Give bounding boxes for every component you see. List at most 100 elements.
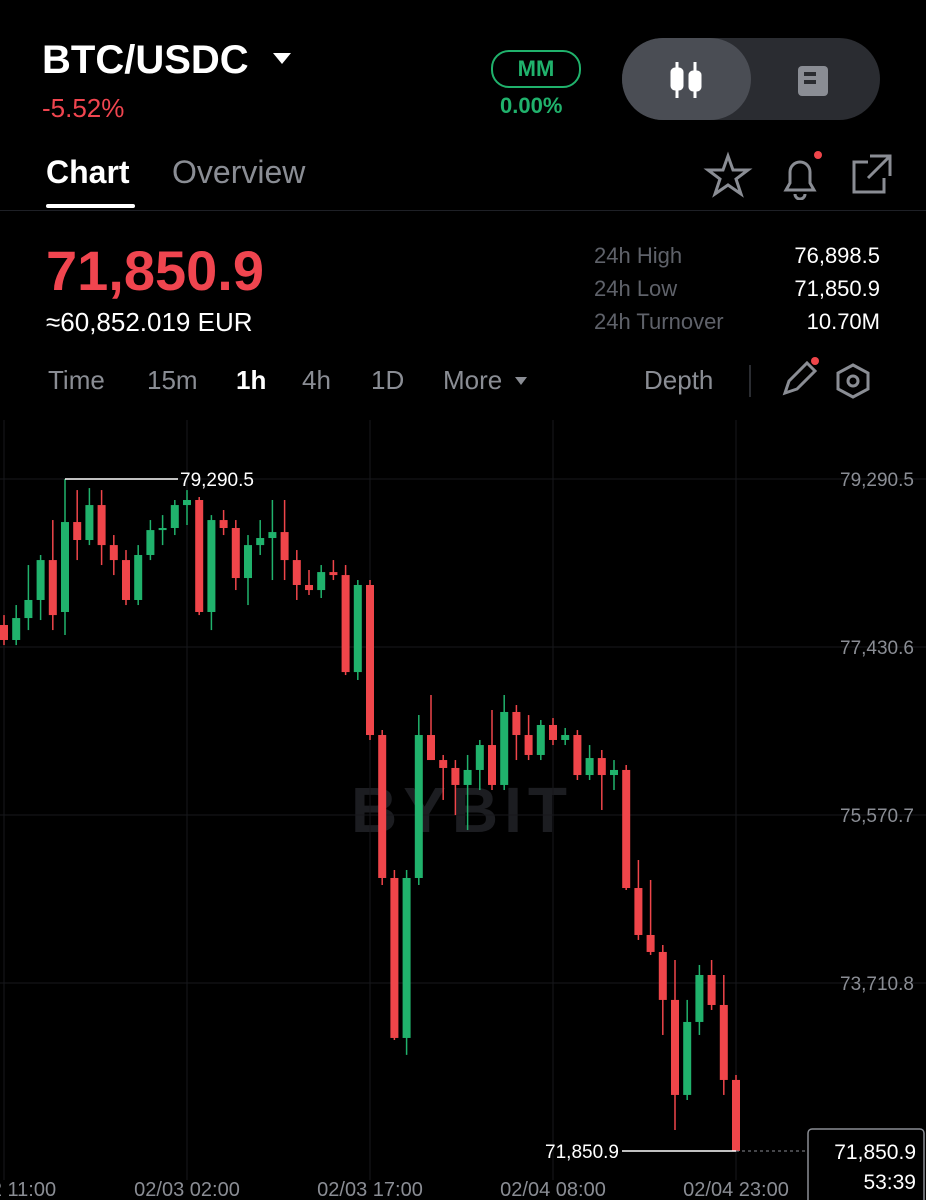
converted-price: ≈60,852.019 EUR (46, 307, 253, 337)
candle-body (109, 545, 118, 561)
candle-body (280, 532, 289, 561)
candle-body (48, 560, 57, 616)
candle-body (122, 560, 130, 600)
candle-body (573, 735, 582, 776)
candle-body (610, 769, 618, 776)
interval[interactable]: 1h (236, 365, 267, 395)
candle-body (378, 735, 387, 878)
candle-body (646, 934, 655, 952)
candle-body (634, 888, 643, 935)
interval[interactable]: 15m (147, 365, 198, 395)
last-price-box (807, 1128, 925, 1200)
settings-icon[interactable] (836, 363, 870, 399)
candle-body (256, 538, 265, 546)
action-icons (703, 151, 892, 200)
candle-body (475, 745, 484, 770)
view-toggle[interactable] (622, 38, 880, 120)
mm-badge[interactable]: MM (491, 50, 581, 88)
y-tick-label: 79,290.5 (840, 470, 914, 491)
candle-body (219, 520, 228, 528)
candle-body (36, 560, 45, 600)
x-tick-label: 02/03 02:00 (134, 1179, 240, 1200)
candle-body (146, 530, 155, 556)
y-tick-label: 77,430.6 (840, 638, 914, 659)
last-price-label: 71,850.9 (834, 1141, 916, 1164)
candle-body (671, 999, 679, 1095)
interval[interactable]: Time (48, 365, 105, 395)
candle-body (61, 522, 69, 612)
candle-body (170, 505, 179, 528)
candle-body (305, 584, 313, 591)
candle-body (207, 520, 216, 612)
price-change: -5.52% (42, 93, 125, 123)
stat-label: 24h Low (594, 276, 678, 301)
interval[interactable]: 1D (371, 365, 405, 395)
countdown: 53:39 (863, 1171, 916, 1194)
stat-label: 24h High (594, 243, 683, 268)
candle-body (329, 572, 338, 576)
candle-body (732, 1079, 740, 1151)
favorite-icon[interactable] (703, 151, 753, 198)
last-price: 71,850.9 (46, 239, 264, 302)
x-tick-label: 02/04 08:00 (500, 1179, 606, 1200)
draw-icon[interactable] (782, 360, 818, 396)
divider (0, 210, 926, 211)
candlestick-chart: BYBIT 79,290.5 77,430.6 75,570.7 73,710.8 02/… (0, 420, 926, 1200)
stat-value: 10.70M (806, 309, 880, 334)
x-tick-label: 02/03 17:00 (317, 1179, 423, 1200)
x-tick-label: 02/04 23:00 (683, 1179, 789, 1200)
candle-body (24, 599, 33, 619)
candle-body (158, 527, 167, 531)
candle-body (549, 724, 557, 740)
candle-body (707, 974, 716, 1005)
pair-title[interactable]: BTC/USDC (42, 38, 249, 82)
mm-value: 0.00% (500, 93, 563, 118)
candle-body (292, 560, 301, 585)
candle-body (683, 1021, 692, 1095)
candle-body (268, 532, 277, 539)
stat-value: 71,850.9 (794, 276, 880, 301)
candle-body (231, 527, 240, 579)
y-tick-label: 75,570.7 (840, 806, 914, 827)
candle-body (12, 618, 21, 640)
watermark: BYBIT (351, 774, 573, 846)
candle-body (500, 711, 509, 785)
interval[interactable]: 4h (302, 365, 331, 395)
tab[interactable]: Overview (172, 154, 306, 190)
candle-body (561, 735, 570, 740)
candle-body (524, 735, 533, 755)
candle-body (597, 758, 606, 776)
more-arrow (515, 377, 527, 385)
candle-body (353, 584, 362, 673)
max-label: 79,290.5 (180, 470, 254, 491)
dropdown-icon[interactable] (272, 52, 292, 66)
candle-body (536, 724, 545, 755)
candle-body (658, 951, 667, 1000)
x-tick-label: 02/02 11:00 (0, 1179, 56, 1200)
stat-value: 76,898.5 (794, 243, 880, 268)
candle-body (402, 877, 411, 1038)
candle-body (427, 735, 435, 761)
candle-body (512, 711, 521, 736)
min-label: 71,850.9 (545, 1142, 619, 1163)
candle-body (390, 877, 399, 1038)
candle-body (488, 745, 496, 785)
candle-body (695, 974, 704, 1022)
tab-underline (46, 204, 135, 208)
y-tick-label: 73,710.8 (840, 974, 914, 995)
candle-body (622, 769, 631, 889)
tool-icons (749, 357, 870, 399)
candle-body (585, 758, 594, 776)
candle-body (414, 735, 423, 878)
candle-body (451, 767, 460, 785)
candle-body (0, 625, 8, 640)
alert-icon[interactable] (783, 160, 817, 200)
share-icon[interactable] (852, 154, 892, 194)
candle-body (439, 760, 448, 768)
stat-label: 24h Turnover (594, 309, 724, 334)
depth-button[interactable]: Depth (644, 365, 714, 395)
tab[interactable]: Chart (46, 154, 130, 190)
interval[interactable]: More (443, 365, 503, 395)
candle-body (97, 505, 106, 546)
candle-body (73, 522, 82, 541)
